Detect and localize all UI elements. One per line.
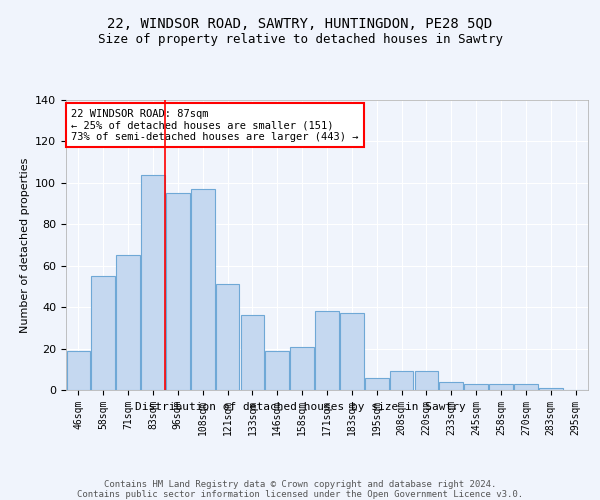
Bar — [439, 382, 463, 390]
Text: Size of property relative to detached houses in Sawtry: Size of property relative to detached ho… — [97, 32, 503, 46]
Bar — [415, 372, 438, 390]
Bar — [539, 388, 563, 390]
Text: Distribution of detached houses by size in Sawtry: Distribution of detached houses by size … — [134, 402, 466, 412]
Bar — [340, 314, 364, 390]
Bar — [514, 384, 538, 390]
Text: Contains HM Land Registry data © Crown copyright and database right 2024.
Contai: Contains HM Land Registry data © Crown c… — [77, 480, 523, 500]
Bar — [191, 189, 215, 390]
Bar — [489, 384, 513, 390]
Bar — [116, 256, 140, 390]
Bar — [315, 312, 339, 390]
Bar — [464, 384, 488, 390]
Bar — [265, 350, 289, 390]
Text: 22, WINDSOR ROAD, SAWTRY, HUNTINGDON, PE28 5QD: 22, WINDSOR ROAD, SAWTRY, HUNTINGDON, PE… — [107, 18, 493, 32]
Bar — [166, 193, 190, 390]
Bar — [67, 350, 90, 390]
Bar — [365, 378, 389, 390]
Bar — [216, 284, 239, 390]
Bar — [290, 346, 314, 390]
Bar — [141, 174, 165, 390]
Text: 22 WINDSOR ROAD: 87sqm
← 25% of detached houses are smaller (151)
73% of semi-de: 22 WINDSOR ROAD: 87sqm ← 25% of detached… — [71, 108, 359, 142]
Bar — [241, 316, 264, 390]
Bar — [91, 276, 115, 390]
Y-axis label: Number of detached properties: Number of detached properties — [20, 158, 29, 332]
Bar — [390, 372, 413, 390]
